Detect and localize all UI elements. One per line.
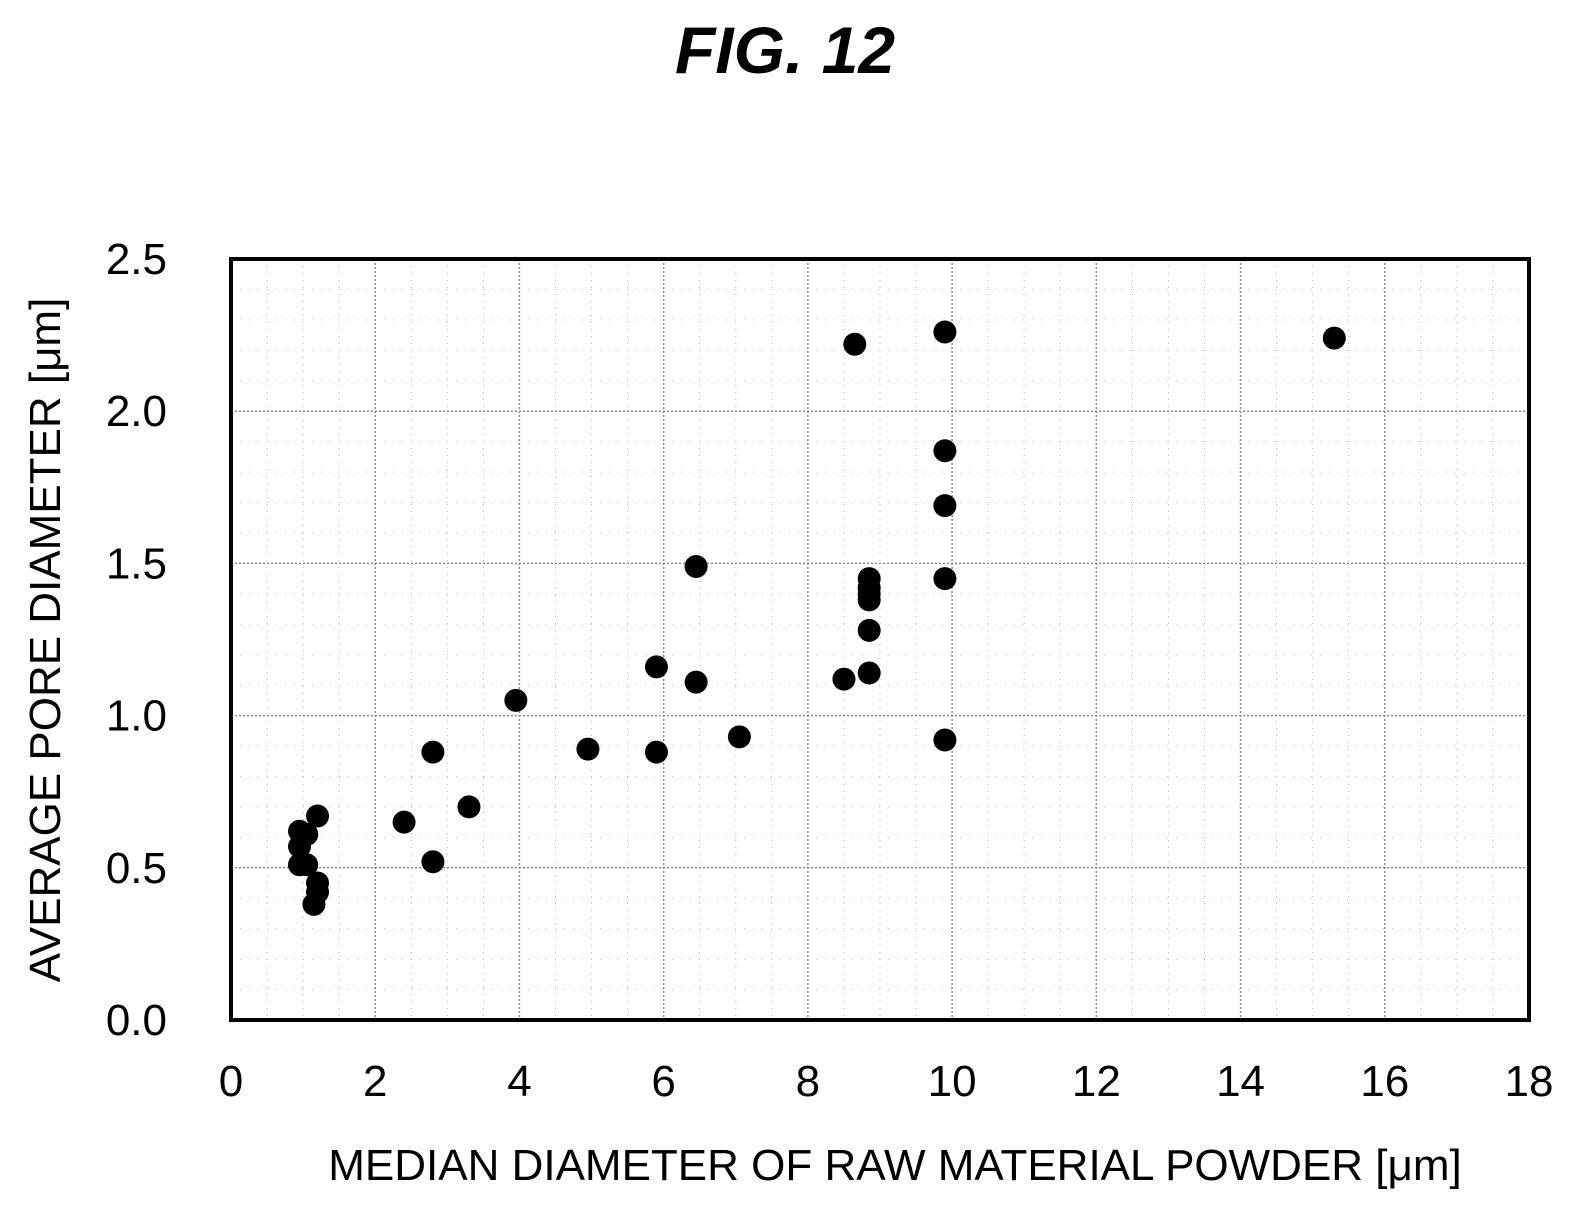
data-point xyxy=(1322,326,1346,350)
x-tick-label: 2 xyxy=(363,1057,387,1106)
y-tick-label: 2.5 xyxy=(106,235,167,284)
data-point xyxy=(421,740,445,764)
data-point xyxy=(727,725,751,749)
data-point xyxy=(933,567,957,591)
data-point xyxy=(295,853,319,877)
data-point xyxy=(933,728,957,752)
data-point xyxy=(857,661,881,685)
x-tick-label: 14 xyxy=(1216,1057,1265,1106)
x-tick-label: 16 xyxy=(1360,1057,1409,1106)
y-tick-label: 1.0 xyxy=(106,692,167,741)
data-point xyxy=(644,740,668,764)
x-tick-label: 10 xyxy=(928,1057,977,1106)
x-tick-label: 18 xyxy=(1505,1057,1554,1106)
data-point xyxy=(644,655,668,679)
x-tick-label: 8 xyxy=(796,1057,820,1106)
data-point xyxy=(576,737,600,761)
data-point xyxy=(504,688,528,712)
plot-area-frame xyxy=(229,257,1531,1022)
data-point xyxy=(933,320,957,344)
data-point xyxy=(457,795,481,819)
data-point xyxy=(933,494,957,518)
data-point xyxy=(421,850,445,874)
data-point xyxy=(684,554,708,578)
data-point xyxy=(857,588,881,612)
y-tick-label: 2.0 xyxy=(106,387,167,436)
data-point xyxy=(843,332,867,356)
x-tick-label: 6 xyxy=(651,1057,675,1106)
x-axis-tick-labels: 0 2 4 6 8 10 12 14 16 18 xyxy=(219,1057,1554,1106)
y-tick-label: 0.5 xyxy=(106,844,167,893)
y-axis-tick-labels: 0.0 0.5 1.0 1.5 2.0 2.5 xyxy=(106,235,167,1045)
data-point xyxy=(933,439,957,463)
grid-lines xyxy=(231,259,1529,1020)
data-points xyxy=(288,320,1346,916)
y-axis-title: AVERAGE PORE DIAMETER [μm] xyxy=(21,298,70,983)
data-point xyxy=(684,670,708,694)
x-tick-label: 0 xyxy=(219,1057,243,1106)
data-point xyxy=(857,618,881,642)
data-point xyxy=(306,804,330,828)
x-tick-label: 4 xyxy=(507,1057,531,1106)
data-point xyxy=(392,810,416,834)
data-point xyxy=(295,822,319,846)
y-tick-label: 1.5 xyxy=(106,539,167,588)
x-axis-title: MEDIAN DIAMETER OF RAW MATERIAL POWDER [… xyxy=(328,1141,1462,1190)
data-point xyxy=(832,667,856,691)
x-tick-label: 12 xyxy=(1072,1057,1121,1106)
data-point xyxy=(302,892,326,916)
figure-title: FIG. 12 xyxy=(674,13,896,87)
y-tick-label: 0.0 xyxy=(106,996,167,1045)
